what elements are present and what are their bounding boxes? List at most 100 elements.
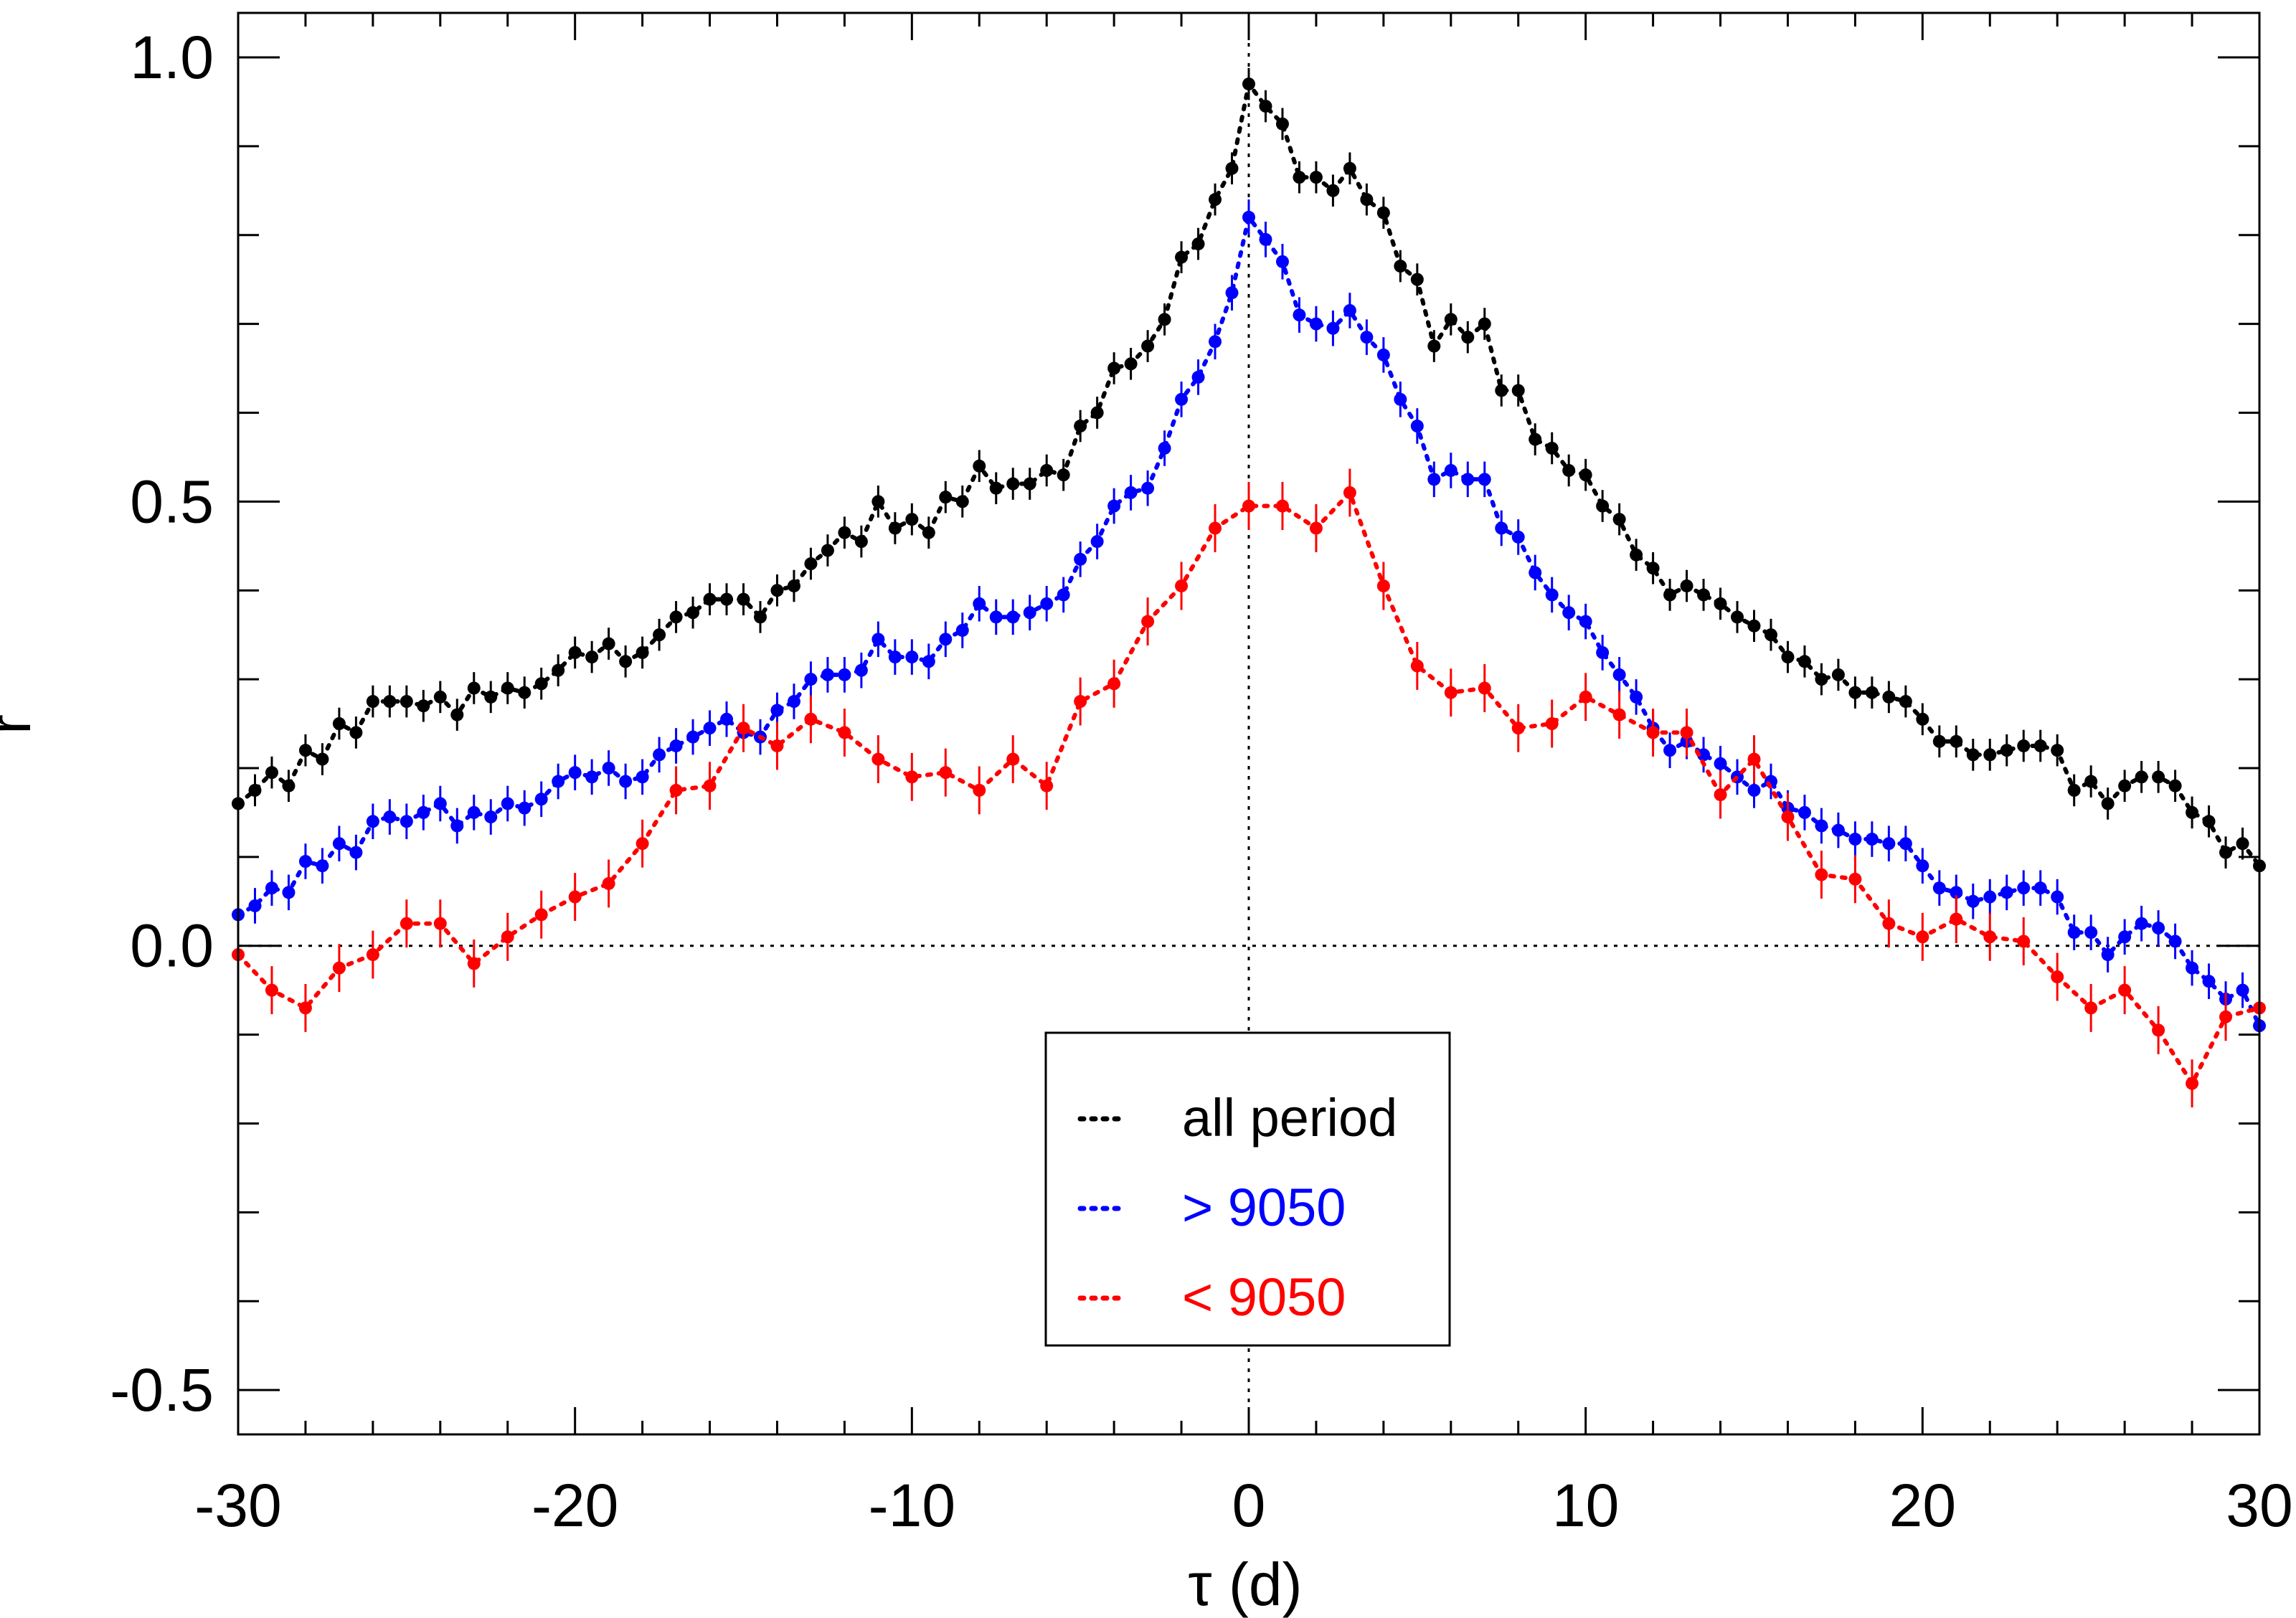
data-point: [1343, 161, 1356, 175]
data-point: [1309, 317, 1323, 331]
data-point: [2000, 744, 2013, 757]
data-point: [838, 668, 851, 681]
data-point: [1057, 468, 1070, 482]
data-point: [1529, 432, 1542, 446]
data-point: [1107, 361, 1121, 375]
data-point: [265, 983, 278, 997]
data-point: [417, 699, 430, 713]
data-point: [534, 677, 548, 691]
data-point: [1899, 695, 1912, 709]
data-point: [1529, 566, 1542, 579]
data-point: [1209, 193, 1222, 207]
data-point: [973, 597, 986, 610]
data-point: [2000, 886, 2013, 899]
data-point: [585, 770, 599, 784]
data-point: [1916, 712, 1929, 726]
data-point: [1326, 321, 1340, 335]
data-point: [298, 1001, 312, 1015]
data-point: [467, 805, 481, 819]
data-point: [1175, 579, 1189, 592]
data-point: [955, 495, 969, 508]
data-point: [265, 766, 278, 780]
data-point: [568, 890, 582, 904]
data-point: [1747, 619, 1761, 633]
data-point: [1596, 499, 1610, 513]
data-point: [1293, 308, 1306, 322]
data-point: [1209, 335, 1222, 349]
data-point: [1023, 477, 1036, 491]
data-point: [787, 579, 800, 592]
data-point: [265, 881, 278, 895]
legend-label: < 9050: [1182, 1267, 1346, 1327]
data-point: [1495, 384, 1508, 397]
data-point: [939, 633, 953, 646]
data-point: [1410, 420, 1424, 433]
data-point: [1376, 206, 1390, 219]
data-point: [1427, 339, 1441, 353]
data-point: [1158, 441, 1171, 455]
x-tick-label: 30: [2226, 1472, 2292, 1539]
data-point: [686, 606, 700, 620]
data-point: [383, 695, 397, 709]
data-point: [1461, 331, 1475, 344]
data-point: [2219, 846, 2233, 859]
legend-label: > 9050: [1182, 1178, 1346, 1237]
data-point: [1124, 357, 1138, 371]
data-point: [1815, 819, 1828, 833]
legend-box: [1044, 1031, 1451, 1347]
data-point: [2219, 1010, 2233, 1023]
y-tick-label: 0.5: [130, 468, 214, 535]
data-point: [298, 744, 312, 757]
data-point: [2152, 770, 2165, 784]
data-point: [2017, 935, 2031, 948]
data-point: [1259, 232, 1272, 246]
x-tick-label: 20: [1889, 1472, 1956, 1539]
data-point: [1797, 655, 1811, 668]
data-point: [1966, 748, 1980, 762]
data-point: [1966, 894, 1980, 908]
data-point: [1781, 650, 1795, 664]
data-point: [450, 708, 464, 722]
data-point: [1293, 171, 1306, 184]
data-point: [1495, 521, 1508, 535]
data-point: [501, 930, 514, 944]
data-point: [1579, 468, 1592, 482]
data-point: [484, 810, 498, 824]
data-point: [1865, 833, 1879, 846]
data-point: [1932, 881, 1946, 895]
data-point: [669, 739, 683, 752]
legend-label: all period: [1182, 1088, 1397, 1148]
data-point: [534, 793, 548, 806]
data-point: [1865, 686, 1879, 699]
data-point: [2118, 983, 2132, 997]
data-point: [838, 726, 851, 739]
data-point: [821, 668, 834, 681]
data-point: [417, 805, 430, 819]
data-point: [1596, 645, 1610, 659]
data-point: [1141, 615, 1155, 628]
data-point: [366, 695, 379, 709]
data-point: [703, 779, 717, 793]
data-point: [316, 859, 329, 873]
data-point: [332, 717, 346, 730]
data-point: [1090, 406, 1104, 420]
data-point: [433, 690, 447, 704]
data-point: [332, 961, 346, 975]
data-point: [433, 917, 447, 930]
data-point: [1124, 486, 1138, 499]
data-point: [2051, 970, 2064, 984]
data-point: [720, 592, 734, 606]
data-point: [871, 633, 885, 646]
data-point: [1191, 237, 1205, 251]
data-point: [1326, 184, 1340, 197]
data-point: [804, 712, 818, 726]
data-point: [686, 730, 700, 744]
data-point: [1275, 117, 1289, 131]
data-point: [770, 704, 784, 717]
data-point: [1579, 690, 1592, 704]
data-point: [1714, 597, 1727, 610]
y-tick-label: 1.0: [130, 24, 214, 91]
data-point: [770, 584, 784, 597]
data-point: [2101, 948, 2115, 962]
